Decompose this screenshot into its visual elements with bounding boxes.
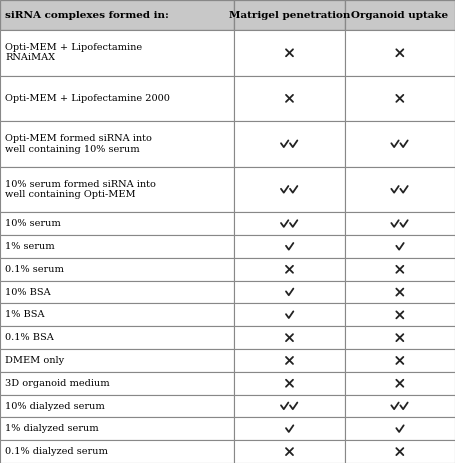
Text: 3D organoid medium: 3D organoid medium — [5, 379, 110, 388]
Bar — [345, 235, 455, 258]
Bar — [345, 167, 455, 213]
Bar — [345, 418, 455, 440]
Text: Opti-MEM formed siRNA into
well containing 10% serum: Opti-MEM formed siRNA into well containi… — [5, 134, 152, 154]
Bar — [345, 326, 455, 349]
Text: Matrigel penetration: Matrigel penetration — [229, 11, 350, 19]
Bar — [345, 121, 455, 167]
Bar — [234, 394, 345, 418]
Text: Organoid uptake: Organoid uptake — [351, 11, 448, 19]
Bar — [234, 75, 345, 121]
Bar — [345, 394, 455, 418]
Bar — [0, 394, 234, 418]
Bar — [234, 281, 345, 303]
Bar — [0, 30, 234, 75]
Bar — [345, 440, 455, 463]
Bar — [0, 235, 234, 258]
Text: 0.1% dialyzed serum: 0.1% dialyzed serum — [5, 447, 108, 456]
Bar — [234, 213, 345, 235]
Bar — [234, 0, 345, 30]
Bar — [234, 258, 345, 281]
Bar — [345, 372, 455, 394]
Text: 1% serum: 1% serum — [5, 242, 55, 251]
Text: 10% serum: 10% serum — [5, 219, 61, 228]
Bar — [345, 258, 455, 281]
Text: 1% dialyzed serum: 1% dialyzed serum — [5, 424, 99, 433]
Bar — [234, 121, 345, 167]
Text: 0.1% serum: 0.1% serum — [5, 265, 64, 274]
Bar — [345, 30, 455, 75]
Bar — [0, 372, 234, 394]
Bar — [0, 213, 234, 235]
Text: 10% dialyzed serum: 10% dialyzed serum — [5, 401, 105, 411]
Bar — [234, 372, 345, 394]
Text: Opti-MEM + Lipofectamine 2000: Opti-MEM + Lipofectamine 2000 — [5, 94, 170, 103]
Bar — [234, 235, 345, 258]
Bar — [0, 326, 234, 349]
Bar — [0, 418, 234, 440]
Bar — [234, 303, 345, 326]
Bar — [234, 349, 345, 372]
Bar — [345, 281, 455, 303]
Bar — [345, 303, 455, 326]
Bar — [234, 418, 345, 440]
Bar — [234, 326, 345, 349]
Text: 1% BSA: 1% BSA — [5, 310, 45, 319]
Bar — [0, 121, 234, 167]
Bar — [345, 0, 455, 30]
Text: siRNA complexes formed in:: siRNA complexes formed in: — [5, 11, 169, 19]
Bar — [0, 303, 234, 326]
Bar — [345, 349, 455, 372]
Text: DMEM only: DMEM only — [5, 356, 64, 365]
Bar — [234, 30, 345, 75]
Bar — [345, 213, 455, 235]
Bar — [345, 75, 455, 121]
Bar — [0, 281, 234, 303]
Bar — [0, 75, 234, 121]
Bar — [0, 258, 234, 281]
Text: 10% serum formed siRNA into
well containing Opti-MEM: 10% serum formed siRNA into well contain… — [5, 180, 156, 199]
Bar — [234, 440, 345, 463]
Bar — [0, 0, 234, 30]
Bar — [234, 167, 345, 213]
Text: Opti-MEM + Lipofectamine
RNAiMAX: Opti-MEM + Lipofectamine RNAiMAX — [5, 43, 142, 63]
Bar — [0, 167, 234, 213]
Bar — [0, 440, 234, 463]
Text: 0.1% BSA: 0.1% BSA — [5, 333, 54, 342]
Text: 10% BSA: 10% BSA — [5, 288, 51, 297]
Bar — [0, 349, 234, 372]
